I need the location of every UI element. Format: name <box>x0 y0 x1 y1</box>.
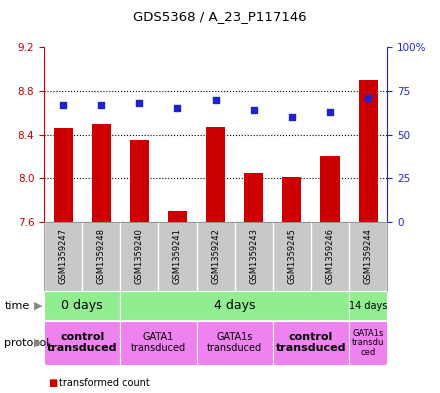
Text: GATA1
transduced: GATA1 transduced <box>131 332 186 353</box>
Bar <box>168 211 187 222</box>
Text: GSM1359246: GSM1359246 <box>326 228 334 285</box>
Point <box>98 102 105 108</box>
Point <box>288 114 295 120</box>
Text: 0 days: 0 days <box>61 299 103 312</box>
Point <box>212 97 219 103</box>
Bar <box>349 321 387 365</box>
Bar <box>282 177 301 222</box>
Bar <box>206 127 225 222</box>
Text: control
transduced: control transduced <box>47 332 117 353</box>
Text: time: time <box>4 301 29 310</box>
Point <box>59 102 66 108</box>
Text: ■: ■ <box>48 378 58 388</box>
Text: GSM1359248: GSM1359248 <box>97 228 106 285</box>
Text: ▶: ▶ <box>34 338 43 348</box>
Bar <box>197 321 273 365</box>
Bar <box>273 321 349 365</box>
Text: GSM1359241: GSM1359241 <box>173 228 182 285</box>
Text: ▶: ▶ <box>34 301 43 310</box>
Bar <box>92 124 111 222</box>
Point <box>174 105 181 112</box>
Text: GSM1359244: GSM1359244 <box>363 228 373 285</box>
Text: GSM1359242: GSM1359242 <box>211 228 220 285</box>
Bar <box>244 173 263 222</box>
Text: 4 days: 4 days <box>214 299 255 312</box>
Point <box>326 109 334 115</box>
Text: GATA1s
transdu
ced: GATA1s transdu ced <box>352 329 384 357</box>
Text: protocol: protocol <box>4 338 50 348</box>
Text: GATA1s
transduced: GATA1s transduced <box>207 332 262 353</box>
Text: GSM1359243: GSM1359243 <box>249 228 258 285</box>
Point <box>250 107 257 113</box>
Bar <box>120 321 197 365</box>
Text: GDS5368 / A_23_P117146: GDS5368 / A_23_P117146 <box>133 10 307 23</box>
Text: GSM1359245: GSM1359245 <box>287 228 297 285</box>
Bar <box>130 140 149 222</box>
Text: transformed count: transformed count <box>59 378 150 388</box>
Bar <box>349 291 387 320</box>
Text: control
transduced: control transduced <box>276 332 346 353</box>
Bar <box>44 321 120 365</box>
Point <box>365 95 372 101</box>
Bar <box>359 80 378 222</box>
Text: 14 days: 14 days <box>349 301 387 310</box>
Bar <box>320 156 340 222</box>
Point <box>136 100 143 106</box>
Bar <box>44 291 120 320</box>
Text: GSM1359247: GSM1359247 <box>59 228 68 285</box>
Text: GSM1359240: GSM1359240 <box>135 228 144 285</box>
Bar <box>120 291 349 320</box>
Bar <box>54 128 73 222</box>
